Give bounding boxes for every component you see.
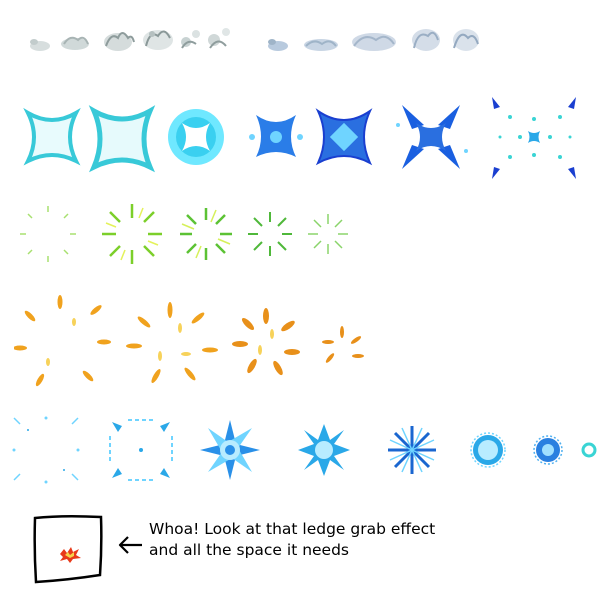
- four-point-star-icon: [23, 107, 81, 166]
- hand-drawn-arrow-left-icon: [118, 536, 142, 554]
- star-burst-row: [23, 97, 576, 179]
- green-sparkle-row: [20, 204, 348, 264]
- ice-orb-icon: [533, 435, 563, 465]
- smoke-puff-icon: [30, 39, 50, 51]
- sparkle-ring-icon: [248, 212, 292, 256]
- smoke-puff-icon: [268, 39, 288, 51]
- annotation-line-1: Whoa! Look at that ledge grab effect: [149, 520, 436, 538]
- smoke-puff-icon: [208, 28, 230, 49]
- ice-shatter-row: [12, 416, 597, 484]
- scattered-star-frame-icon: [492, 97, 576, 179]
- smoke-puff-icon: [412, 29, 440, 51]
- sparkle-burst-icon: [232, 308, 300, 376]
- annotation-text: Whoa! Look at that ledge grab effect and…: [149, 519, 435, 561]
- smoke-puff-icon: [352, 33, 396, 51]
- four-point-star-icon: [88, 105, 156, 173]
- glow-orb-star-icon: [168, 109, 224, 165]
- smoke-puff-icon: [453, 29, 479, 51]
- blue-arrow-star-icon: [396, 105, 468, 169]
- annotation-line-2: and all the space it needs: [149, 541, 350, 559]
- blue-star-icon: [249, 115, 303, 157]
- ice-frame-icon: [12, 416, 80, 484]
- smoke-puff-icon: [181, 30, 200, 49]
- sparkle-burst-icon: [126, 302, 218, 384]
- smoke-puff-icon: [143, 30, 173, 50]
- smoke-puff-icon: [304, 39, 338, 51]
- ice-frame-icon: [109, 419, 173, 481]
- ice-snowflake-icon: [388, 426, 436, 474]
- ice-burst-icon: [200, 420, 260, 480]
- orange-sparkle-row: [14, 295, 364, 387]
- sparkle-burst-icon: [14, 295, 111, 387]
- smoke-puff-icon: [61, 36, 89, 50]
- ice-burst-icon: [298, 424, 350, 476]
- smoke-puff-icon: [104, 32, 135, 51]
- ledge-grab-spark-icon: [60, 547, 81, 563]
- sparkle-ring-icon: [102, 204, 162, 264]
- blue-star-icon: [315, 108, 373, 166]
- smoke-row: [30, 28, 479, 51]
- sparkle-burst-icon: [322, 326, 364, 363]
- ledge-grab-box: [33, 514, 103, 584]
- sparkle-ring-icon: [180, 208, 232, 260]
- ice-ring-icon: [581, 442, 597, 458]
- sparkle-ring-icon: [308, 214, 348, 254]
- sparkle-ring-icon: [20, 206, 76, 262]
- ice-orb-icon: [470, 432, 506, 468]
